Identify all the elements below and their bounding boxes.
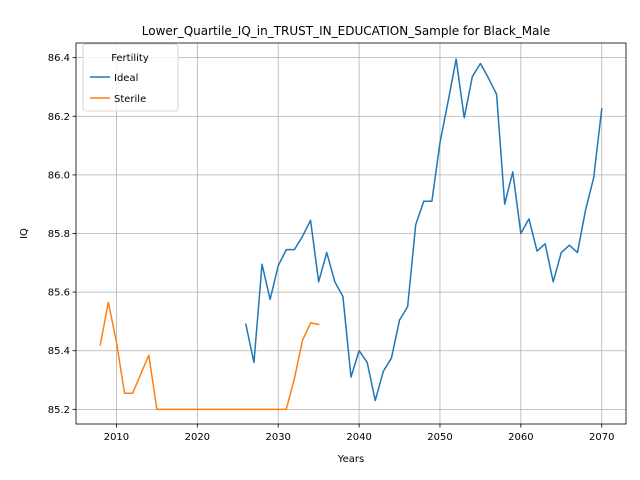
chart-title: Lower_Quartile_IQ_in_TRUST_IN_EDUCATION_… [142,24,550,38]
x-axis-label: Years [337,454,364,465]
series-line-sterile [99,301,320,411]
y-axis-label: IQ [19,228,30,239]
x-tick-label: 2010 [104,432,129,443]
y-tick-label: 86.4 [48,53,70,64]
x-tick-label: 2060 [508,432,533,443]
y-tick-label: 86.0 [48,170,70,181]
x-tick-label: 2050 [427,432,452,443]
x-tick-label: 2020 [185,432,210,443]
x-tick-label: 2030 [265,432,290,443]
series-line-ideal [244,58,603,402]
legend-label-sterile: Sterile [114,94,146,105]
x-tick-label: 2070 [589,432,614,443]
x-tick-label: 2040 [346,432,371,443]
y-tick-label: 85.4 [48,346,70,357]
legend: Fertility Ideal Sterile [82,43,179,112]
series-layer [99,58,603,411]
x-axis: 2010 2020 2030 2040 2050 2060 2070 [104,424,614,443]
y-tick-label: 86.2 [48,112,70,123]
y-tick-label: 85.6 [48,288,70,299]
y-axis: 85.2 85.4 85.6 85.8 86.0 86.2 86.4 [48,53,76,416]
legend-box [82,43,179,112]
legend-label-ideal: Ideal [114,73,138,84]
legend-title: Fertility [111,53,149,64]
y-tick-label: 85.2 [48,405,70,416]
y-tick-label: 85.8 [48,229,70,240]
